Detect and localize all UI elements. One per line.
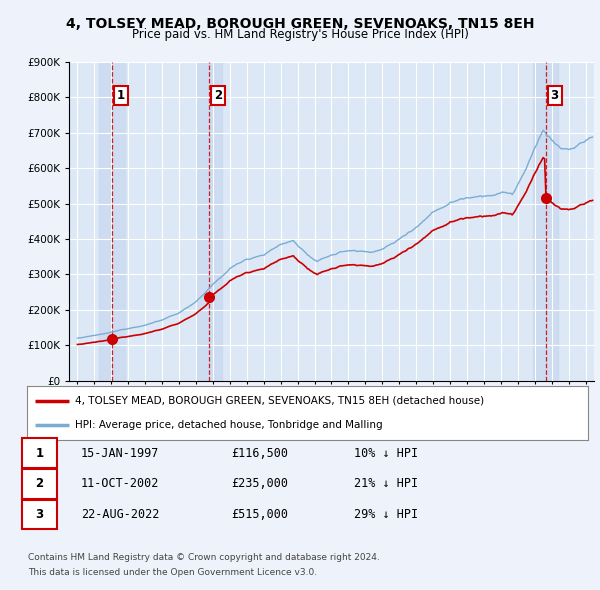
Bar	[100, 62, 125, 381]
Text: 3: 3	[35, 508, 44, 521]
Text: £116,500: £116,500	[231, 447, 288, 460]
Bar	[197, 62, 222, 381]
Text: This data is licensed under the Open Government Licence v3.0.: This data is licensed under the Open Gov…	[28, 568, 317, 577]
Text: £235,000: £235,000	[231, 477, 288, 490]
Text: 4, TOLSEY MEAD, BOROUGH GREEN, SEVENOAKS, TN15 8EH: 4, TOLSEY MEAD, BOROUGH GREEN, SEVENOAKS…	[66, 17, 534, 31]
Text: 1: 1	[117, 89, 125, 102]
Text: 3: 3	[551, 89, 559, 102]
Bar	[533, 62, 558, 381]
Text: 15-JAN-1997: 15-JAN-1997	[81, 447, 160, 460]
Text: 1: 1	[35, 447, 44, 460]
Text: 22-AUG-2022: 22-AUG-2022	[81, 508, 160, 521]
Text: 2: 2	[35, 477, 44, 490]
Text: 4, TOLSEY MEAD, BOROUGH GREEN, SEVENOAKS, TN15 8EH (detached house): 4, TOLSEY MEAD, BOROUGH GREEN, SEVENOAKS…	[74, 396, 484, 406]
Text: 11-OCT-2002: 11-OCT-2002	[81, 477, 160, 490]
Text: Contains HM Land Registry data © Crown copyright and database right 2024.: Contains HM Land Registry data © Crown c…	[28, 553, 380, 562]
Text: 10% ↓ HPI: 10% ↓ HPI	[354, 447, 418, 460]
Text: Price paid vs. HM Land Registry's House Price Index (HPI): Price paid vs. HM Land Registry's House …	[131, 28, 469, 41]
Text: 21% ↓ HPI: 21% ↓ HPI	[354, 477, 418, 490]
Text: 2: 2	[214, 89, 223, 102]
Text: £515,000: £515,000	[231, 508, 288, 521]
Text: 29% ↓ HPI: 29% ↓ HPI	[354, 508, 418, 521]
Text: HPI: Average price, detached house, Tonbridge and Malling: HPI: Average price, detached house, Tonb…	[74, 420, 382, 430]
